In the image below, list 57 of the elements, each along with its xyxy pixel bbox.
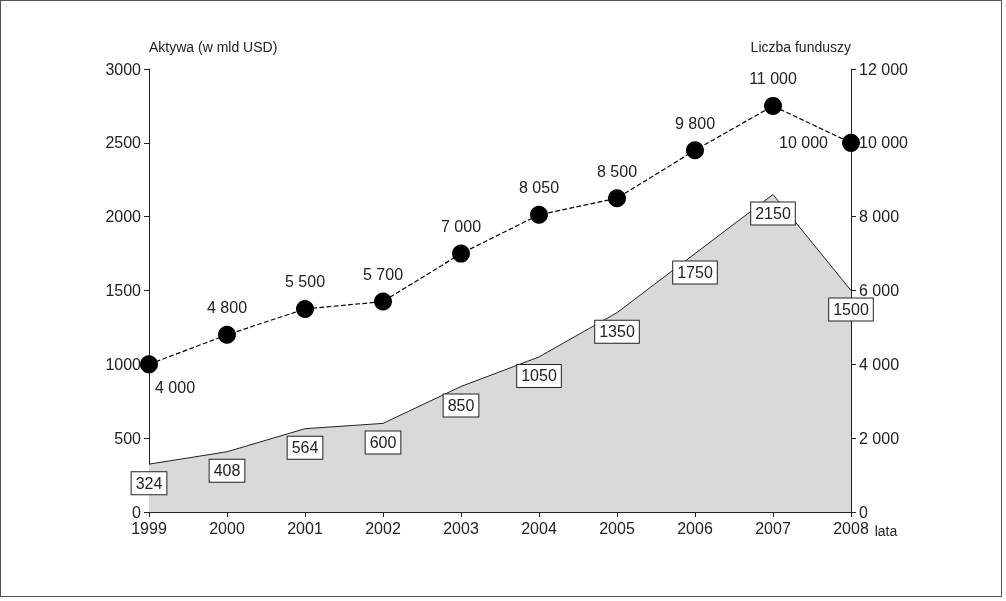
y-tick-label: 2000	[105, 208, 142, 226]
point	[140, 355, 158, 374]
data-label: 4 000	[154, 378, 196, 396]
data-label: 408	[213, 462, 241, 480]
x-tick-label: 2005	[599, 519, 635, 537]
data-label: 1350	[599, 323, 635, 341]
point	[842, 133, 860, 152]
x-tick-label: 1999	[131, 519, 167, 537]
data-label: 10 000	[779, 134, 829, 152]
data-label: 9 800	[674, 114, 716, 132]
data-label: 600	[369, 433, 397, 451]
y-tick-label: 500	[114, 429, 142, 447]
y2-tick-label: 12 000	[859, 60, 909, 78]
data-label: 1750	[677, 264, 713, 282]
x-tick-label: 2007	[755, 519, 791, 537]
point	[452, 244, 470, 263]
data-label: 1050	[521, 367, 557, 385]
point	[686, 141, 704, 160]
data-label: 11 000	[749, 70, 797, 88]
point	[608, 189, 626, 208]
x-tick-label: 2001	[287, 519, 323, 537]
x-tick-label: 2000	[209, 519, 245, 537]
data-label: 564	[291, 439, 319, 457]
data-label: 7 000	[440, 218, 482, 236]
x-axis-title: lata	[874, 523, 898, 539]
data-label: 2150	[755, 205, 791, 223]
x-tick-label: 2003	[443, 519, 479, 537]
y-tick-label: 1500	[105, 282, 142, 299]
data-label: 4 800	[206, 299, 248, 317]
y-tick-label: 3000	[105, 60, 142, 78]
point	[218, 325, 236, 344]
y-axis-title: Aktywa (w mld USD)	[149, 39, 278, 55]
y2-tick-label: 6 000	[859, 282, 900, 299]
data-label: 5 500	[284, 273, 326, 291]
y2-tick-label: 0	[859, 503, 868, 521]
y-tick-label: 1000	[105, 355, 142, 373]
data-label: 5 700	[362, 266, 404, 284]
y2-axis-title: Liczba funduszy	[750, 39, 851, 55]
data-label: 8 500	[596, 162, 638, 180]
data-label: 850	[447, 396, 475, 414]
y2-tick-label: 10 000	[859, 134, 909, 152]
data-label: 324	[135, 474, 163, 492]
data-label: 8 050	[518, 179, 560, 197]
x-tick-label: 2004	[521, 519, 557, 537]
x-tick-label: 2006	[677, 519, 713, 537]
y2-tick-label: 4 000	[859, 355, 900, 373]
y2-tick-label: 8 000	[859, 208, 900, 226]
y2-tick-label: 2 000	[859, 429, 900, 447]
point	[374, 292, 392, 311]
x-tick-label: 2008	[833, 519, 869, 537]
data-label: 1500	[833, 301, 869, 318]
x-tick-label: 2002	[365, 519, 401, 537]
point	[764, 96, 782, 115]
y-tick-label: 0	[132, 503, 142, 521]
point	[530, 205, 548, 224]
y-tick-label: 2500	[105, 134, 142, 152]
point	[296, 299, 314, 318]
